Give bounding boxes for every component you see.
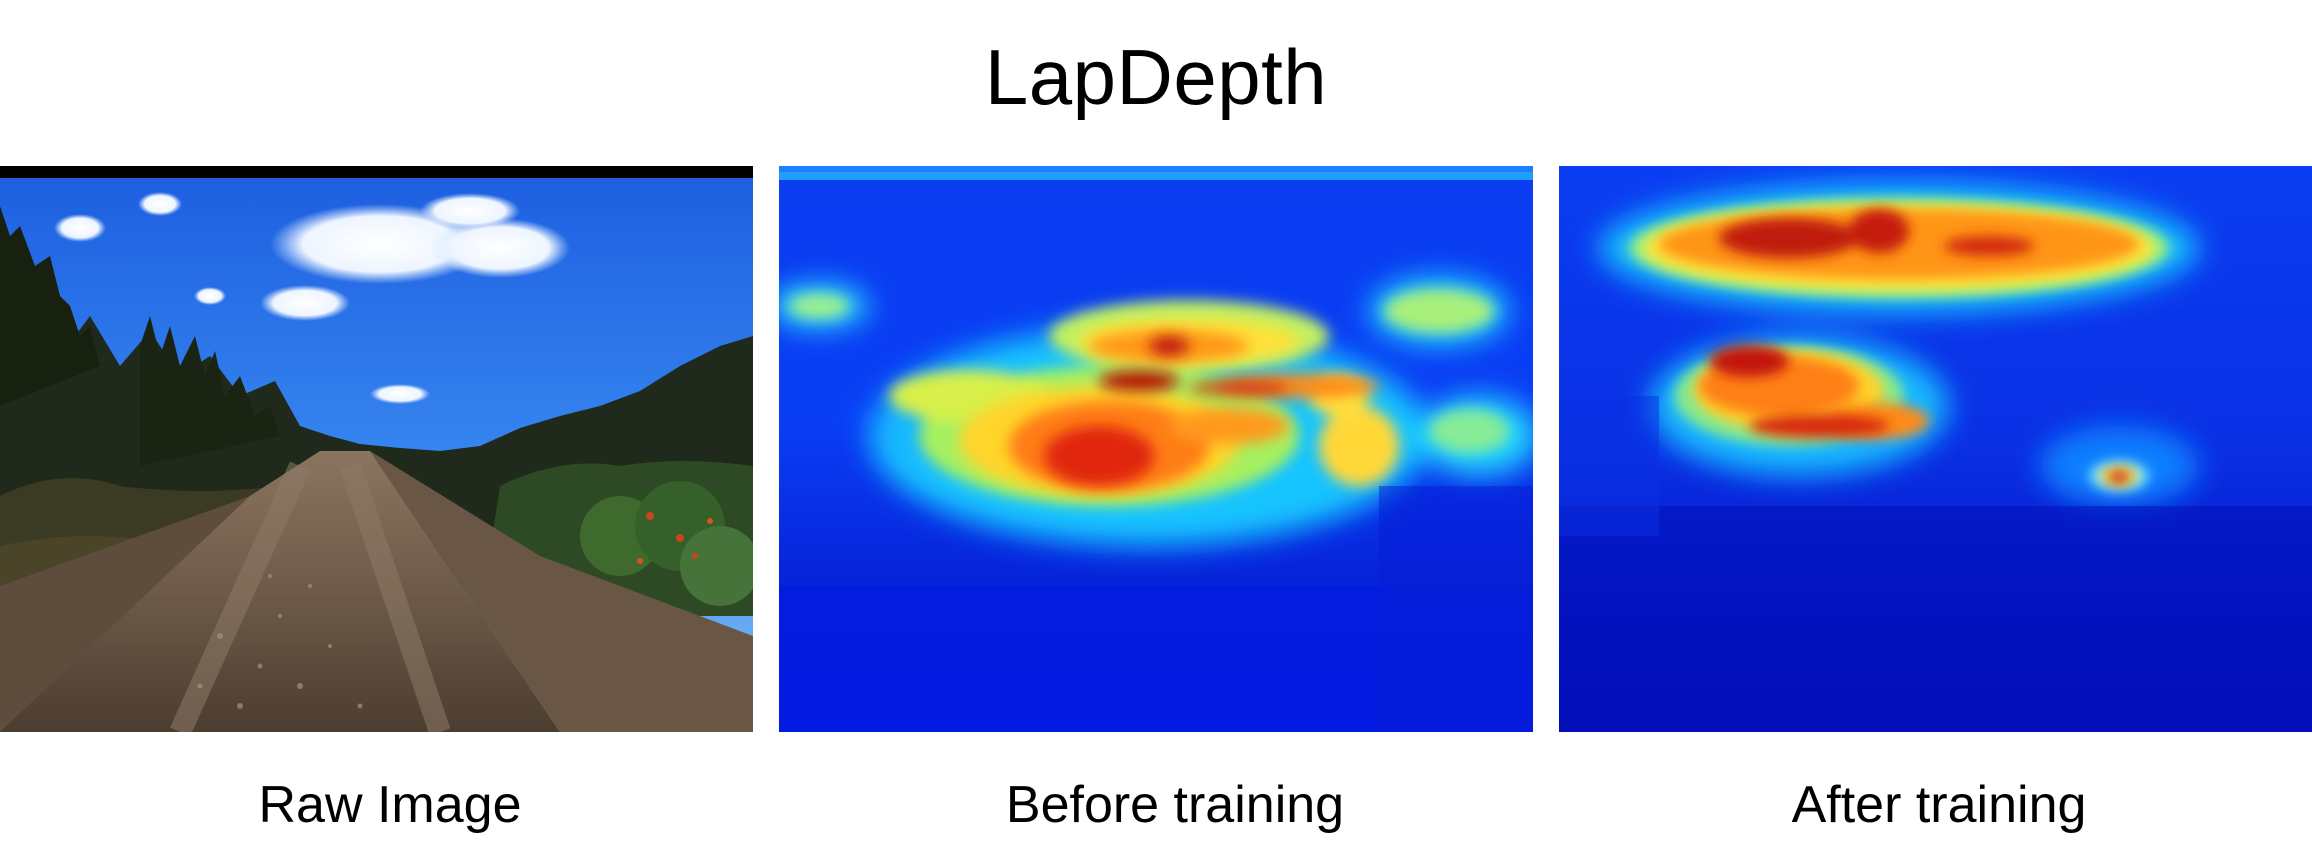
caption-before-training: Before training [1005,776,1345,834]
figure-title: LapDepth [984,33,1328,121]
raw-image [0,166,753,732]
caption-raw-image: Raw Image [258,776,522,834]
caption-after-training: After training [1791,776,2087,834]
raw-image-panel [0,166,753,732]
depth-map-before [779,166,1533,732]
depth-map-before-panel [779,166,1533,732]
depth-map-after-panel [1559,166,2312,732]
depth-map-after [1559,166,2312,732]
